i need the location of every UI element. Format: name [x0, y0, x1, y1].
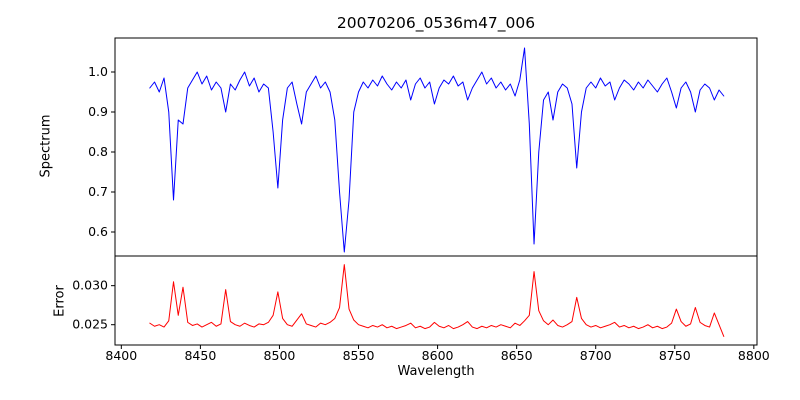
- spectrum-ytick-label: 1.0: [88, 64, 108, 79]
- xtick-label: 8650: [501, 348, 533, 363]
- error-axis-label: Error: [52, 285, 68, 317]
- x-axis-label: Wavelength: [397, 364, 475, 379]
- error-ytick-label: 0.025: [72, 317, 108, 332]
- spectrum-ytick-label: 0.6: [88, 224, 108, 239]
- error-line: [149, 264, 725, 337]
- chart-title: 20070206_0536m47_006: [336, 14, 536, 32]
- spectrum-line: [149, 47, 725, 253]
- spectrum-ytick-label: 0.7: [88, 184, 108, 199]
- xtick-label: 8450: [184, 348, 216, 363]
- xtick-label: 8400: [105, 348, 137, 363]
- xtick-label: 8800: [738, 348, 770, 363]
- xtick-label: 8550: [343, 348, 375, 363]
- xtick-label: 8600: [422, 348, 454, 363]
- error-axes-frame: [114, 255, 758, 346]
- error-ytick-label: 0.030: [72, 278, 108, 293]
- spectrum-axes-frame: [114, 37, 758, 257]
- xtick-label: 8500: [264, 348, 296, 363]
- spectrum-ytick-label: 0.8: [88, 144, 108, 159]
- spectrum-axis-label: Spectrum: [38, 114, 54, 178]
- xtick-label: 8700: [580, 348, 612, 363]
- spectrum-ytick-label: 0.9: [88, 104, 108, 119]
- xtick-label: 8750: [659, 348, 691, 363]
